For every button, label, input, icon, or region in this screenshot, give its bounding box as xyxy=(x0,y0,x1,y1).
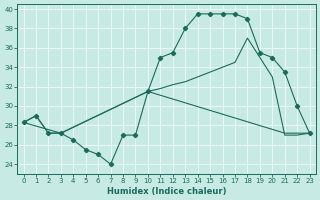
X-axis label: Humidex (Indice chaleur): Humidex (Indice chaleur) xyxy=(107,187,226,196)
